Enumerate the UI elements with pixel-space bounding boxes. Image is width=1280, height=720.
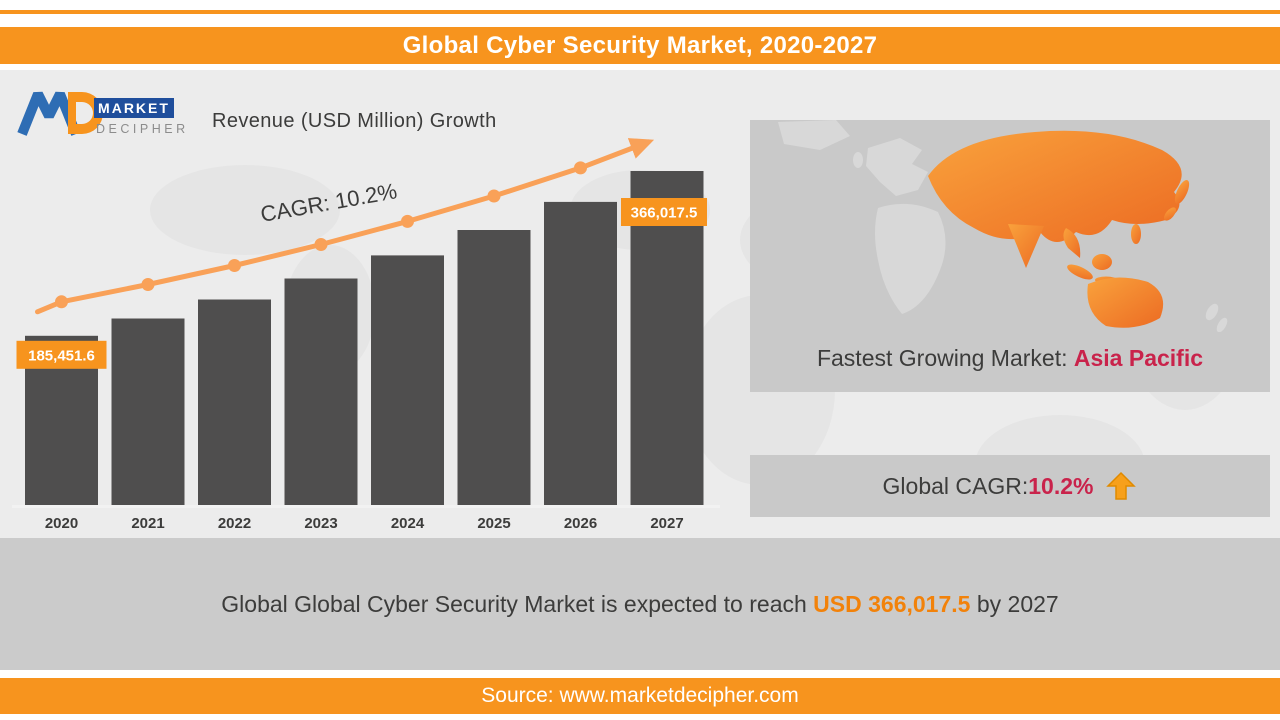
asia-region <box>928 130 1182 242</box>
x-tick-2026: 2026 <box>564 515 597 532</box>
asia-pacific-map <box>778 120 1228 333</box>
revenue-bar-chart: 2020 2021 2022 2023 2024 2025 2026 2027 CAGR: 10… <box>12 138 720 532</box>
last-bar-value-label-box <box>621 198 707 226</box>
australia-region <box>1087 277 1164 328</box>
x-tick-2024: 2024 <box>391 515 425 532</box>
summary-text: Global Global Cyber Security Market is e… <box>221 591 1058 618</box>
cagr-panel: Global CAGR: 10.2% <box>750 455 1270 517</box>
bar-2026 <box>544 201 617 505</box>
japan-island <box>1174 180 1190 204</box>
trend-marker-2026 <box>574 161 587 175</box>
logo-decipher-label: DECIPHER <box>96 122 186 136</box>
bar-2024 <box>371 255 444 505</box>
trend-marker-2024 <box>401 214 414 228</box>
europe-shape <box>866 138 928 196</box>
trend-marker-2022 <box>228 259 241 272</box>
first-bar-value-label: 185,451.6 <box>28 347 95 364</box>
x-tick-2022: 2022 <box>218 515 251 532</box>
source-text: Source: www.marketdecipher.com <box>481 684 799 707</box>
trend-marker-2020 <box>55 295 68 309</box>
bar-2022 <box>198 299 271 505</box>
summary-prefix: Global Global Cyber Security Market is e… <box>221 590 814 617</box>
indochina-region <box>1063 228 1081 258</box>
up-arrow-icon <box>1106 471 1137 500</box>
africa-shape <box>875 203 946 314</box>
bar-2023 <box>284 278 358 505</box>
summary-suffix: by 2027 <box>970 590 1059 617</box>
sumatra-island <box>1067 264 1093 280</box>
chart-title: Revenue (USD Million) Growth <box>212 110 497 132</box>
borneo-island <box>1092 254 1112 270</box>
bar-2025 <box>457 230 531 505</box>
map-caption: Fastest Growing Market: Asia Pacific <box>750 345 1270 372</box>
bar-2027 <box>630 171 704 505</box>
new-zealand-shape <box>1205 303 1219 321</box>
last-bar-value-label: 366,017.5 <box>631 205 698 222</box>
trend-marker-2023 <box>314 238 328 251</box>
greenland-shape <box>778 120 850 150</box>
x-tick-2025: 2025 <box>477 515 510 532</box>
summary-highlight: USD 366,017.5 <box>813 590 971 617</box>
brand-logo: MARKET DECIPHER <box>17 91 186 136</box>
philippines-island <box>1131 224 1141 244</box>
india-region <box>1008 224 1044 268</box>
page-title: Global Cyber Security Market, 2020-2027 <box>402 31 878 59</box>
x-tick-2027: 2027 <box>650 515 683 532</box>
region-map-panel: Fastest Growing Market: Asia Pacific <box>750 120 1270 392</box>
first-bar-value-label-box <box>16 340 107 369</box>
logo-m-shape <box>17 91 81 136</box>
cagr-value: 10.2% <box>1028 472 1094 499</box>
fastest-market-value: Asia Pacific <box>1073 345 1204 371</box>
cagr-annotation: CAGR: 10.2% <box>259 178 399 227</box>
watermark-blob <box>150 165 340 255</box>
new-zealand-shape <box>1216 317 1228 333</box>
title-bar: Global Cyber Security Market, 2020-2027 <box>0 27 1280 64</box>
logo-market-label: MARKET <box>98 100 170 116</box>
logo-market-box <box>94 98 174 118</box>
trend-marker-2025 <box>487 189 501 203</box>
cagr-label: Global CAGR: <box>882 472 1029 499</box>
footer-bar: Source: www.marketdecipher.com <box>0 678 1280 714</box>
trend-marker-2021 <box>141 278 155 291</box>
uk-shape <box>853 152 863 168</box>
x-tick-2021: 2021 <box>131 515 164 532</box>
x-tick-2023: 2023 <box>304 515 337 532</box>
bar-2021 <box>111 318 185 505</box>
top-accent-strip <box>0 10 1280 14</box>
japan-island <box>1164 207 1176 221</box>
x-tick-2020: 2020 <box>45 515 78 532</box>
fastest-market-label: Fastest Growing Market: <box>816 345 1074 371</box>
summary-band: Global Global Cyber Security Market is e… <box>0 538 1280 670</box>
x-axis-line <box>12 505 720 508</box>
